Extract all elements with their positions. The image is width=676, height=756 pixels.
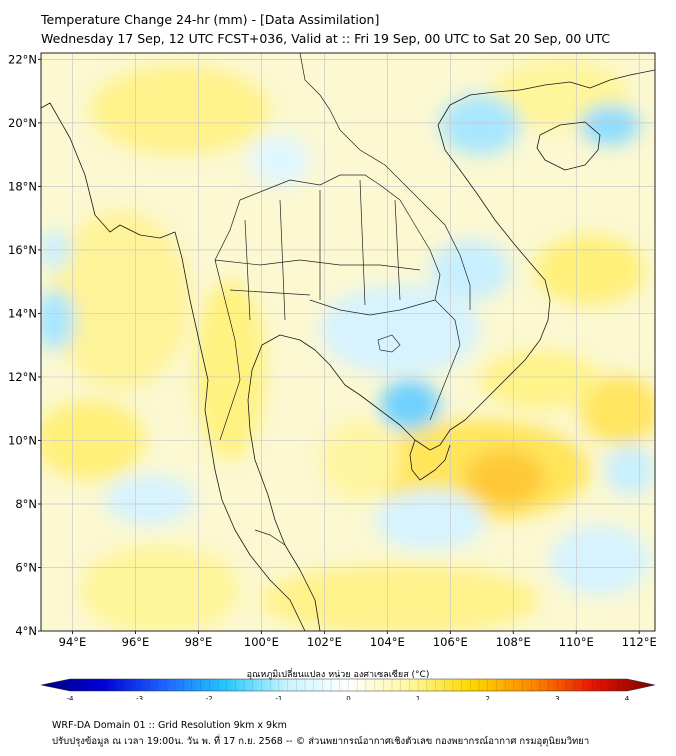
temperature-field: [41, 53, 655, 631]
colorbar-tick-label: 3: [555, 695, 559, 700]
lon-tick-label: 98°E: [185, 635, 213, 649]
cool-patch: [605, 445, 655, 495]
cool-patch: [375, 490, 485, 550]
west-coastline: [41, 102, 306, 631]
colorbar-tick-label: 2: [486, 695, 490, 700]
tonle-sap-lake: [377, 334, 401, 353]
mekong-delta: [409, 439, 451, 481]
cool-patch: [105, 475, 195, 525]
cool-patch: [41, 290, 75, 350]
lon-tick-label: 102°E: [307, 635, 342, 649]
lat-tick-label: 22°N: [8, 52, 37, 66]
colorbar-tick-label: -3: [136, 695, 143, 700]
border-laos-vietnam: [339, 129, 471, 310]
footer-credit: ปรับปรุงข้อมูล ณ เวลา 19:00น. วัน พ. ที่…: [52, 736, 590, 747]
cool-patch: [440, 95, 520, 155]
map-frame: [40, 52, 656, 632]
warm-patch: [465, 450, 545, 506]
warm-patch: [80, 545, 240, 631]
lat-tick-label: 16°N: [8, 243, 37, 257]
warm-patch: [50, 210, 190, 390]
warm-patch: [260, 565, 540, 631]
lon-tick-label: 110°E: [559, 635, 594, 649]
colorbar-tick-label: -4: [67, 695, 75, 700]
lat-tick-label: 8°N: [15, 497, 37, 511]
temperature-change-map: 22°N 20°N 18°N 16°N 14°N 12°N 10°N 8°N 6°N 4°N 94…: [8, 52, 657, 700]
border-thailand-laos: [239, 174, 441, 301]
colorbar-segments: [78, 679, 619, 691]
colorbar-title: อุณหภูมิเปลี่ยนแปลง หน่วย องศาเซลเซียส (…: [246, 670, 430, 680]
border-myanmar-thailand: [214, 199, 241, 441]
longitude-labels: 94°E 96°E 98°E 100°E 102°E 104°E 106°E 108°E 110…: [59, 631, 657, 649]
lon-tick-label: 112°E: [622, 635, 657, 649]
cool-patch: [380, 380, 440, 430]
country-borders: [214, 53, 471, 546]
lat-tick-label: 20°N: [8, 116, 37, 130]
border-myanmar-china: [299, 53, 341, 131]
lat-tick-label: 14°N: [8, 306, 37, 320]
border-thailand-cambodia: [309, 299, 436, 316]
colorbar-tick-label: -1: [275, 695, 282, 700]
warm-patch: [320, 420, 400, 500]
cool-patch: [320, 285, 480, 375]
lon-tick-label: 108°E: [496, 635, 531, 649]
warm-patch: [580, 375, 655, 445]
lat-tick-label: 4°N: [15, 624, 37, 638]
coastlines: [41, 69, 655, 631]
lon-tick-label: 100°E: [244, 635, 279, 649]
china-coastline: [519, 69, 655, 91]
graticule: [41, 53, 655, 631]
gulf-coastline: [247, 89, 551, 631]
warm-patch: [90, 65, 270, 155]
cool-patch: [250, 135, 310, 185]
latitude-labels: 22°N 20°N 18°N 16°N 14°N 12°N 10°N 8°N 6°N 4°N: [8, 52, 41, 638]
colorbar-tick-label: -2: [206, 695, 213, 700]
border-cambodia-vietnam: [429, 299, 461, 421]
border-province-thai: [214, 179, 421, 321]
lon-tick-label: 104°E: [370, 635, 405, 649]
lon-tick-label: 106°E: [433, 635, 468, 649]
footer-domain-info: WRF-DA Domain 01 :: Grid Resolution 9km …: [52, 720, 287, 731]
colorbar-tick-label: 0: [346, 695, 350, 700]
colorbar: -4 -3 -2 -1 0 1 2 3 4: [40, 678, 656, 700]
hainan-island: [536, 121, 601, 171]
warm-patch: [41, 400, 145, 480]
lat-tick-label: 6°N: [15, 560, 37, 574]
map-title: Temperature Change 24-hr (mm) - [Data As…: [41, 12, 380, 27]
lat-tick-label: 18°N: [8, 179, 37, 193]
lon-tick-label: 96°E: [122, 635, 150, 649]
lat-tick-label: 12°N: [8, 370, 37, 384]
colorbar-tick-label: 4: [625, 695, 630, 700]
border-thailand-malaysia: [254, 529, 286, 546]
colorbar-tick-label: 1: [416, 695, 420, 700]
map-subtitle: Wednesday 17 Sep, 12 UTC FCST+036, Valid…: [41, 31, 611, 46]
lon-tick-label: 94°E: [59, 635, 87, 649]
warm-patch: [480, 350, 600, 410]
warm-patch: [535, 235, 645, 305]
cool-patch: [550, 525, 650, 595]
warm-patch: [195, 280, 265, 460]
colorbar-bar: [40, 678, 656, 692]
cool-patch: [580, 105, 640, 145]
lat-tick-label: 10°N: [8, 433, 37, 447]
colorbar-ticks: -4 -3 -2 -1 0 1 2 3 4: [67, 695, 630, 700]
